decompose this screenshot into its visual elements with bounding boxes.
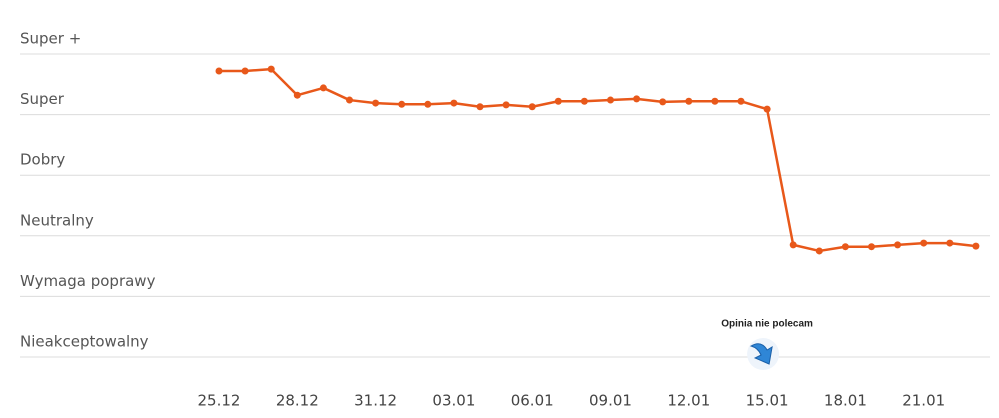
x-tick-label: 03.01 [432,392,475,410]
data-point [450,99,458,107]
data-point [659,98,667,106]
data-point [815,247,823,255]
x-tick-label: 12.01 [667,392,710,410]
data-point [215,67,223,75]
data-point [711,97,719,105]
data-point [685,97,693,105]
data-point [920,239,928,247]
data-point [319,84,327,92]
x-tick-label: 28.12 [276,392,319,410]
arrow-icon [749,343,773,365]
data-point [372,99,380,107]
annotation-arrow [747,338,780,370]
x-tick-label: 06.01 [511,392,554,410]
data-point [894,241,902,249]
data-point [346,96,353,104]
data-point [580,97,588,105]
x-tick-label: 25.12 [198,392,241,410]
data-point [633,95,641,103]
data-point [841,243,849,251]
series-line [219,67,977,253]
x-tick-label: 15.01 [746,392,789,410]
y-tick-label: Super + [20,30,81,48]
x-tick-label: 21.01 [902,392,945,410]
data-point [502,101,510,109]
data-point [737,97,745,105]
annotation: Opinia nie polecam [721,319,813,330]
y-tick-label: Neutralny [20,211,94,229]
x-tick-label: 31.12 [354,392,397,410]
y-tick-label: Wymaga poprawy [20,272,156,290]
data-point [868,243,875,251]
data-point [476,103,484,111]
data-point [528,103,536,111]
y-tick-label: Dobry [20,151,65,169]
y-tick-label: Nieakceptowalny [20,333,149,351]
data-point [554,97,562,105]
data-point [424,100,432,108]
x-tick-label: 09.01 [589,392,632,410]
data-point [607,96,614,104]
data-point [293,91,301,99]
data-point [398,100,406,108]
data-point [972,242,980,250]
data-point [267,65,275,73]
y-tick-label: Super [20,90,65,108]
x-tick-label: 18.01 [824,392,867,410]
data-point [241,67,249,75]
data-point [789,241,797,249]
data-point [763,105,771,113]
data-point [946,239,954,247]
